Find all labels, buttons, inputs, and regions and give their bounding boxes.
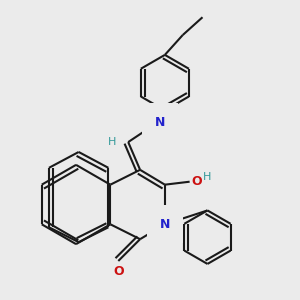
Text: H: H	[202, 172, 211, 182]
Text: H: H	[108, 137, 116, 147]
Text: O: O	[192, 175, 202, 188]
Text: O: O	[113, 265, 124, 278]
Text: N: N	[160, 218, 170, 231]
Text: N: N	[155, 116, 165, 129]
